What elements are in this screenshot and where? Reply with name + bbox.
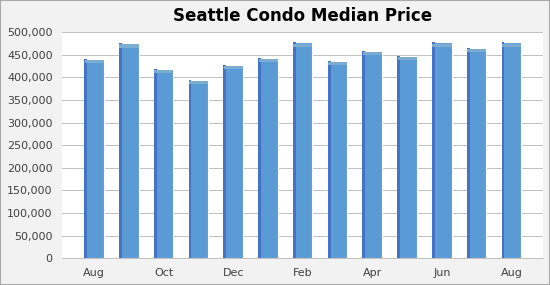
Bar — [224, 66, 243, 69]
Title: Seattle Condo Median Price: Seattle Condo Median Price — [173, 7, 432, 25]
Bar — [467, 48, 470, 258]
Bar — [258, 58, 261, 258]
Bar — [468, 49, 486, 52]
Bar — [328, 62, 347, 64]
Bar — [293, 42, 296, 258]
Bar — [363, 51, 382, 258]
Bar — [189, 82, 208, 84]
Bar — [432, 42, 435, 258]
Bar — [328, 61, 347, 258]
Bar — [189, 80, 191, 258]
Bar — [502, 42, 504, 258]
Bar — [223, 65, 226, 258]
Bar — [84, 59, 87, 258]
Bar — [293, 42, 312, 258]
Bar — [154, 70, 173, 73]
Bar — [293, 44, 312, 47]
Bar — [119, 43, 139, 258]
Bar — [398, 56, 417, 258]
Bar — [258, 58, 278, 258]
Bar — [328, 61, 331, 258]
Bar — [85, 59, 104, 258]
Bar — [258, 59, 278, 62]
Bar — [85, 60, 104, 63]
Bar — [362, 51, 365, 258]
Bar — [397, 56, 400, 258]
Bar — [432, 44, 452, 47]
Bar — [153, 69, 157, 258]
Bar — [398, 57, 417, 60]
Bar — [189, 80, 208, 258]
Bar — [224, 65, 243, 258]
Bar — [502, 44, 521, 47]
Bar — [502, 42, 521, 258]
Bar — [363, 52, 382, 55]
Bar — [119, 44, 139, 48]
Bar — [468, 48, 486, 258]
Bar — [154, 69, 173, 258]
Bar — [119, 43, 122, 258]
Bar — [432, 42, 452, 258]
